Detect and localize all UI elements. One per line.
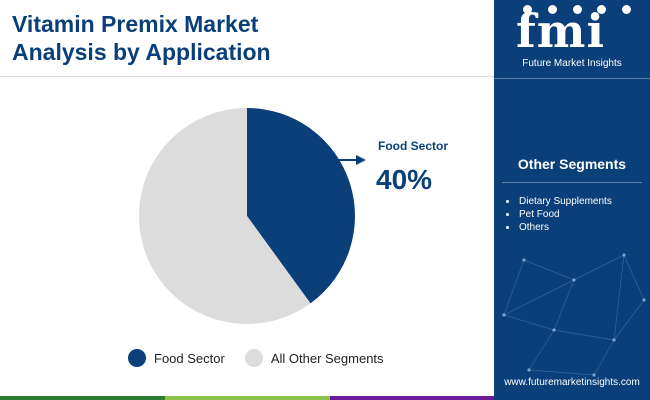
title-line-2: Analysis by Application xyxy=(12,39,271,65)
network-decoration xyxy=(502,253,646,377)
legend-swatch-food-sector xyxy=(128,349,146,367)
bottom-bar-segment xyxy=(0,396,165,400)
other-segments-list: Dietary Supplements Pet Food Others xyxy=(506,195,612,234)
title-divider xyxy=(0,76,494,77)
website-url: www.futuremarketinsights.com xyxy=(504,377,640,388)
bowl-icon xyxy=(546,4,558,15)
bottom-color-bar xyxy=(0,396,650,400)
list-item: Pet Food xyxy=(506,208,612,221)
pie-slice-all-other-segments xyxy=(138,108,311,325)
person-icon xyxy=(596,4,608,15)
other-segments-divider xyxy=(502,182,642,183)
other-segments-heading: Other Segments xyxy=(517,156,627,172)
logo-mark: fmi xyxy=(516,4,605,58)
list-item: Dietary Supplements xyxy=(506,195,612,208)
legend-item-other-segments: All Other Segments xyxy=(244,349,384,367)
pie-slice-food-sector xyxy=(247,108,355,304)
legend-swatch-other-segments xyxy=(244,349,263,367)
bottom-bar-segment xyxy=(165,396,330,400)
legend-label-other-segments: All Other Segments xyxy=(270,350,384,366)
sidebar: fmi Future Market Insights Other Segment… xyxy=(494,0,650,400)
legend-item-food-sector: Food Sector xyxy=(128,349,225,367)
leaf-icon xyxy=(522,4,533,15)
callout-value: 40% xyxy=(376,164,433,195)
title-line-1: Vitamin Premix Market xyxy=(12,11,259,37)
fmi-logo: fmi Future Market Insights xyxy=(494,0,650,78)
logo-icons xyxy=(522,4,632,20)
flask-icon xyxy=(571,4,583,15)
callout-arrow-icon xyxy=(356,155,366,165)
legend-label-food-sector: Food Sector xyxy=(154,350,225,366)
bottom-bar-segment xyxy=(494,396,650,400)
callout-label: Food Sector xyxy=(378,139,449,153)
page-title: Vitamin Premix Market Analysis by Applic… xyxy=(12,10,482,66)
pie-chart xyxy=(138,108,366,325)
chart-legend: Food Sector All Other Segments xyxy=(128,349,404,367)
sidebar-divider xyxy=(494,78,650,79)
globe-icon xyxy=(621,4,632,15)
bottom-bar-segment xyxy=(330,396,494,400)
logo-subtitle: Future Market Insights xyxy=(522,58,622,69)
list-item: Others xyxy=(506,221,612,234)
